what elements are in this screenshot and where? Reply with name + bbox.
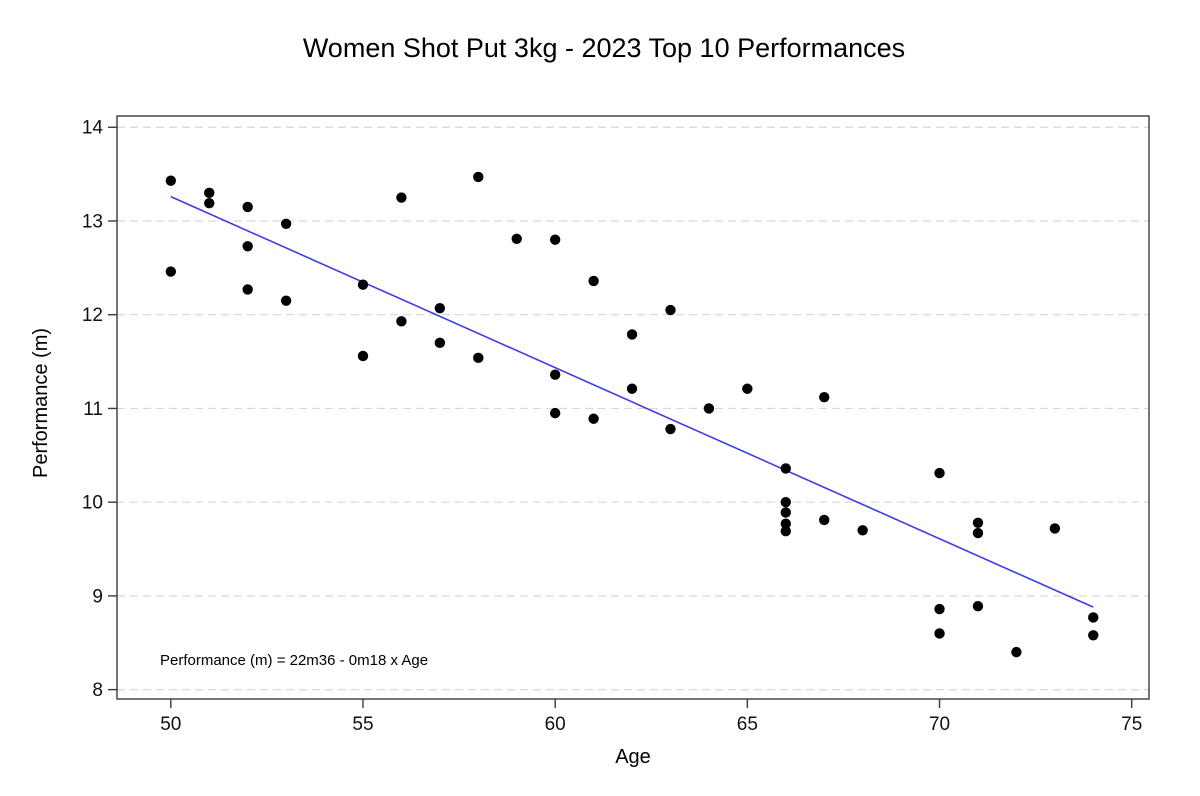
data-point: [934, 603, 945, 615]
y-axis-label: Performance (m): [30, 328, 52, 478]
data-point: [972, 527, 984, 539]
data-point: [588, 413, 599, 424]
data-point: [473, 352, 484, 364]
data-point: [972, 517, 984, 528]
data-point: [703, 403, 715, 414]
x-tick-label: 60: [545, 714, 566, 735]
data-point: [934, 628, 945, 639]
data-point: [1011, 646, 1022, 658]
data-point: [934, 467, 945, 479]
data-point: [280, 218, 292, 229]
data-point: [396, 316, 407, 327]
data-point: [626, 383, 638, 394]
y-tick-label: 12: [82, 305, 103, 326]
data-point: [280, 295, 292, 306]
data-point: [549, 369, 561, 380]
y-tick-label: 13: [82, 211, 103, 232]
data-point: [165, 266, 177, 277]
data-point: [473, 171, 484, 183]
chart-title: Women Shot Put 3kg - 2023 Top 10 Perform…: [303, 33, 905, 63]
data-point: [242, 241, 253, 252]
regression-equation-annotation: Performance (m) = 22m36 - 0m18 x Age: [160, 652, 428, 669]
data-point: [434, 302, 446, 314]
data-point: [819, 514, 830, 526]
gridlines: [117, 126, 1149, 691]
x-tick-label: 70: [929, 714, 950, 735]
data-point: [780, 507, 791, 518]
data-point: [1088, 630, 1099, 641]
y-tick-label: 8: [92, 680, 103, 701]
plot-border: [116, 115, 1150, 700]
data-point: [626, 329, 638, 340]
data-point: [1049, 523, 1061, 534]
data-point: [780, 518, 791, 529]
data-point: [780, 463, 791, 474]
data-point: [511, 233, 522, 244]
data-point: [780, 496, 791, 508]
data-point: [357, 279, 369, 290]
y-tick-label: 10: [82, 493, 103, 514]
regression-line: [170, 195, 1094, 608]
data-point: [165, 175, 177, 186]
data-point: [396, 192, 407, 203]
data-point: [549, 407, 561, 419]
trendline-layer: [170, 195, 1094, 608]
x-tick-label: 55: [352, 714, 373, 735]
data-point: [819, 391, 830, 403]
data-point: [549, 234, 561, 245]
data-point: [242, 201, 253, 213]
data-point: [780, 526, 791, 537]
data-point: [204, 187, 215, 199]
x-tick-label: 65: [737, 714, 758, 735]
data-point: [972, 601, 984, 612]
x-axis-label: Age: [615, 746, 651, 768]
data-point: [204, 197, 215, 209]
data-point: [242, 284, 253, 295]
data-point: [742, 383, 753, 394]
axis-ticks: [108, 126, 1133, 708]
data-point: [588, 275, 599, 287]
x-tick-label: 75: [1121, 714, 1142, 735]
data-point: [665, 423, 676, 435]
data-point: [434, 337, 446, 349]
y-tick-label: 9: [92, 586, 103, 607]
data-point: [1088, 612, 1099, 623]
x-tick-label: 50: [160, 714, 181, 735]
data-point: [857, 525, 868, 536]
y-tick-label: 11: [83, 399, 103, 420]
data-points-layer: [165, 171, 1099, 658]
data-point: [665, 304, 676, 316]
tick-labels: 50 55 60 65 70 75 8 9 10 11 12 13 14: [82, 118, 1142, 735]
y-tick-label: 14: [82, 118, 104, 139]
data-point: [357, 350, 369, 362]
